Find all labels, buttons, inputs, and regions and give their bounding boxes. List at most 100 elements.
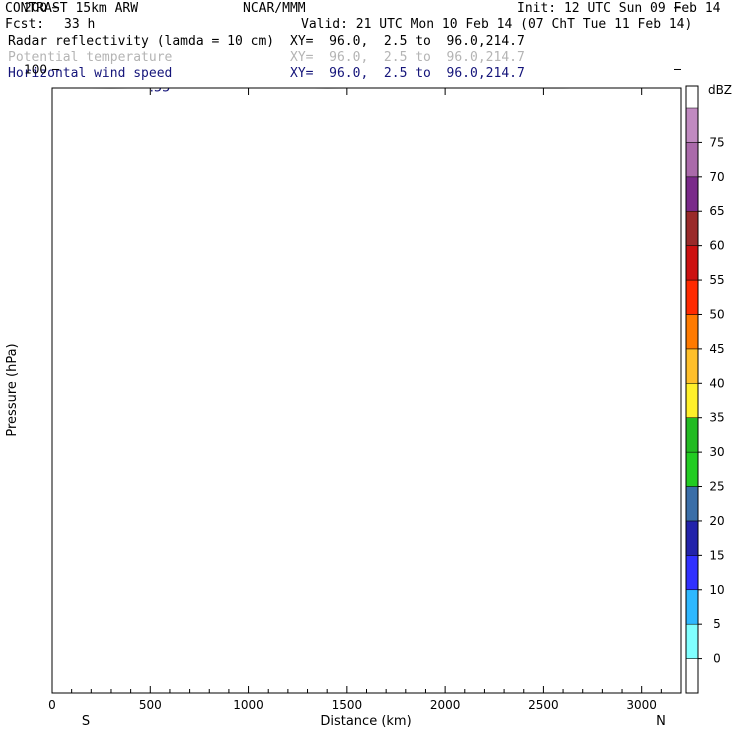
chart-title: CONTRAST 15km ARW xyxy=(5,1,139,16)
extremum-value: 24.77 xyxy=(118,21,155,36)
extremum-value: 15.89 xyxy=(291,21,328,36)
colorbar-label: 55 xyxy=(709,273,724,287)
theta-band-line xyxy=(52,79,681,82)
theta-label: 350 xyxy=(500,8,525,23)
x-end-label-north: N xyxy=(656,714,666,729)
extremum-low-marker: L xyxy=(394,18,402,33)
plot-frame xyxy=(51,87,682,694)
colorbar-swatch xyxy=(685,486,699,522)
extremum-high-marker: H xyxy=(305,6,315,21)
plot-content: 365 370 365 370 360 360 360 360 355 355 355 350 350 3… xyxy=(52,0,681,96)
wind-contour-closed xyxy=(97,0,172,36)
theta-band-line xyxy=(52,64,681,67)
theta-band-line xyxy=(52,68,681,71)
extremum-value: .52 xyxy=(445,0,466,6)
colorbar-label: 70 xyxy=(709,170,724,184)
theta-contour-line xyxy=(52,52,681,63)
field-name-wind: Horizontal wind speed xyxy=(8,66,173,81)
colorbar-swatch xyxy=(685,451,699,487)
wind-contour-25 xyxy=(575,0,673,82)
x-tick-label: 3000 xyxy=(626,698,657,712)
wind-contour-20 xyxy=(555,0,671,51)
x-axis-title: Distance (km) xyxy=(320,714,411,729)
x-end-label-south: S xyxy=(82,714,90,729)
colorbar-swatch xyxy=(685,555,699,591)
wind-contour-label: 20 xyxy=(547,0,564,14)
colorbar-swatch xyxy=(685,210,699,246)
field-name-reflectivity: Radar reflectivity (lamda = 10 cm) xyxy=(8,34,275,49)
y-axis-title: Pressure (hPa) xyxy=(5,343,20,436)
y-tick-label: 200 xyxy=(24,1,47,15)
colorbar-label: 30 xyxy=(709,445,724,459)
colorbar-label: 20 xyxy=(709,514,724,528)
theta-contour-line xyxy=(52,28,681,38)
extremum-low-marker: L xyxy=(294,47,302,62)
wind-contour-30 xyxy=(612,0,677,57)
colorbar-swatch xyxy=(685,314,699,350)
x-tick-label: 500 xyxy=(139,698,162,712)
theta-label: 355 xyxy=(61,26,86,41)
x-tick-label: 1000 xyxy=(233,698,264,712)
x-tick-label: 0 xyxy=(48,698,56,712)
theta-contour-line xyxy=(52,2,681,13)
field-xy-wind: XY= 96.0, 2.5 to 96.0,214.7 xyxy=(290,66,525,81)
colorbar-swatch xyxy=(685,348,699,384)
field-name-theta: Potential temperature xyxy=(8,50,173,65)
wind-contour-35 xyxy=(638,0,677,45)
theta-label: 360 xyxy=(120,48,145,63)
theta-band-line xyxy=(52,70,681,73)
colorbar-label: 25 xyxy=(709,480,724,494)
theta-label: 370 xyxy=(466,70,491,85)
colorbar-label: 15 xyxy=(709,548,724,562)
colorbar-swatch xyxy=(685,142,699,178)
colorbar: dBZ 0 5 10 15 20 25 30 35 40 45 50 55 60 65 70 75 xyxy=(685,83,732,694)
forecast-hours: 33 h xyxy=(64,17,96,32)
colorbar-swatch xyxy=(685,383,699,418)
theta-label: 350 xyxy=(651,13,676,28)
extremum-value: .55 xyxy=(150,81,171,96)
colorbar-swatch xyxy=(685,417,699,453)
theta-band-line xyxy=(52,76,681,79)
theta-band-line xyxy=(52,72,681,75)
theta-band-line xyxy=(52,83,681,86)
extremum-high-marker: H xyxy=(132,6,142,21)
colorbar-label: 40 xyxy=(709,376,724,390)
colorbar-swatch xyxy=(685,176,699,212)
theta-label: 355 xyxy=(332,22,357,37)
theta-label: 370 xyxy=(270,70,295,85)
colorbar-swatch xyxy=(685,107,699,143)
x-tick-label: 2500 xyxy=(528,698,559,712)
extremum-value: 14.24 xyxy=(189,0,226,9)
colorbar-label: 0 xyxy=(713,652,721,666)
colorbar-label: 75 xyxy=(709,135,724,149)
colorbar-swatch xyxy=(685,279,699,315)
theta-band-line xyxy=(52,74,681,77)
theta-label: 365 xyxy=(63,63,88,78)
field-xy-theta: XY= 96.0, 2.5 to 96.0,214.7 xyxy=(290,50,525,65)
colorbar-label: 60 xyxy=(709,239,724,253)
model-name: NCAR/MMM xyxy=(243,1,306,16)
colorbar-label: 35 xyxy=(709,411,724,425)
theta-label: 365 xyxy=(332,70,357,85)
colorbar-swatch xyxy=(685,589,699,625)
y-tick-label: 100 xyxy=(24,62,47,76)
theta-band-line xyxy=(52,81,681,84)
theta-label: 360 xyxy=(393,52,418,67)
extremum-value: .54 xyxy=(287,62,308,77)
x-tick-label: 1500 xyxy=(332,698,363,712)
colorbar-label: 10 xyxy=(709,583,724,597)
theta-band-line xyxy=(52,78,681,81)
axes: 1002003004005006007008009001000050010001… xyxy=(5,1,682,729)
colorbar-swatch xyxy=(685,623,699,659)
colorbar-label: 65 xyxy=(709,204,724,218)
theta-label: 350 xyxy=(99,0,124,3)
extremum-value: 3.38 xyxy=(454,71,483,86)
x-tick-label: 2000 xyxy=(430,698,461,712)
colorbar-label: 45 xyxy=(709,342,724,356)
colorbar-label: 5 xyxy=(713,617,721,631)
colorbar-frame xyxy=(685,85,699,694)
theta-label: 355 xyxy=(458,33,483,48)
init-time: Init: 12 UTC Sun 09 Feb 14 xyxy=(517,1,721,16)
extremum-low-marker: L xyxy=(465,56,473,71)
